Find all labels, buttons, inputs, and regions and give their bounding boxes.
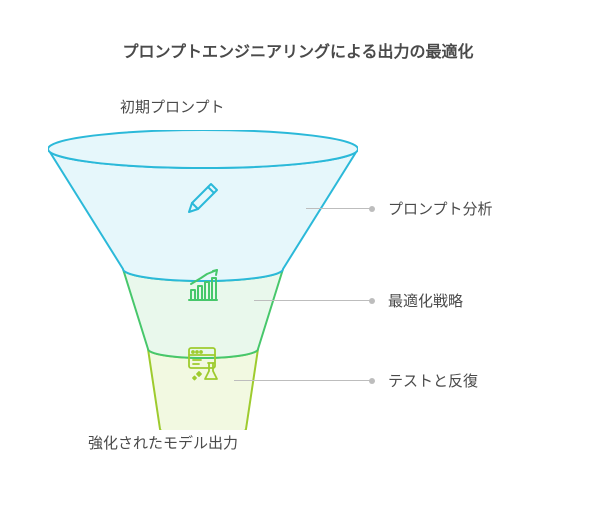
chart-icon — [183, 266, 223, 311]
stage-row-test: テストと反復 — [234, 370, 478, 391]
stage-row-strategy: 最適化戦略 — [254, 290, 463, 311]
test-icon — [183, 344, 223, 389]
pencil-icon — [181, 176, 225, 225]
stage-label-analysis: プロンプト分析 — [388, 198, 493, 219]
stage-row-analysis: プロンプト分析 — [306, 198, 493, 219]
funnel-input-label: 初期プロンプト — [120, 96, 225, 117]
leader-line — [234, 380, 372, 381]
page-title: プロンプトエンジニアリングによる出力の最適化 — [0, 38, 596, 62]
stage-label-test: テストと反復 — [388, 370, 478, 391]
leader-line — [254, 300, 372, 301]
leader-line — [306, 208, 372, 209]
stage-label-strategy: 最適化戦略 — [388, 290, 463, 311]
funnel-output-label: 強化されたモデル出力 — [88, 432, 238, 453]
